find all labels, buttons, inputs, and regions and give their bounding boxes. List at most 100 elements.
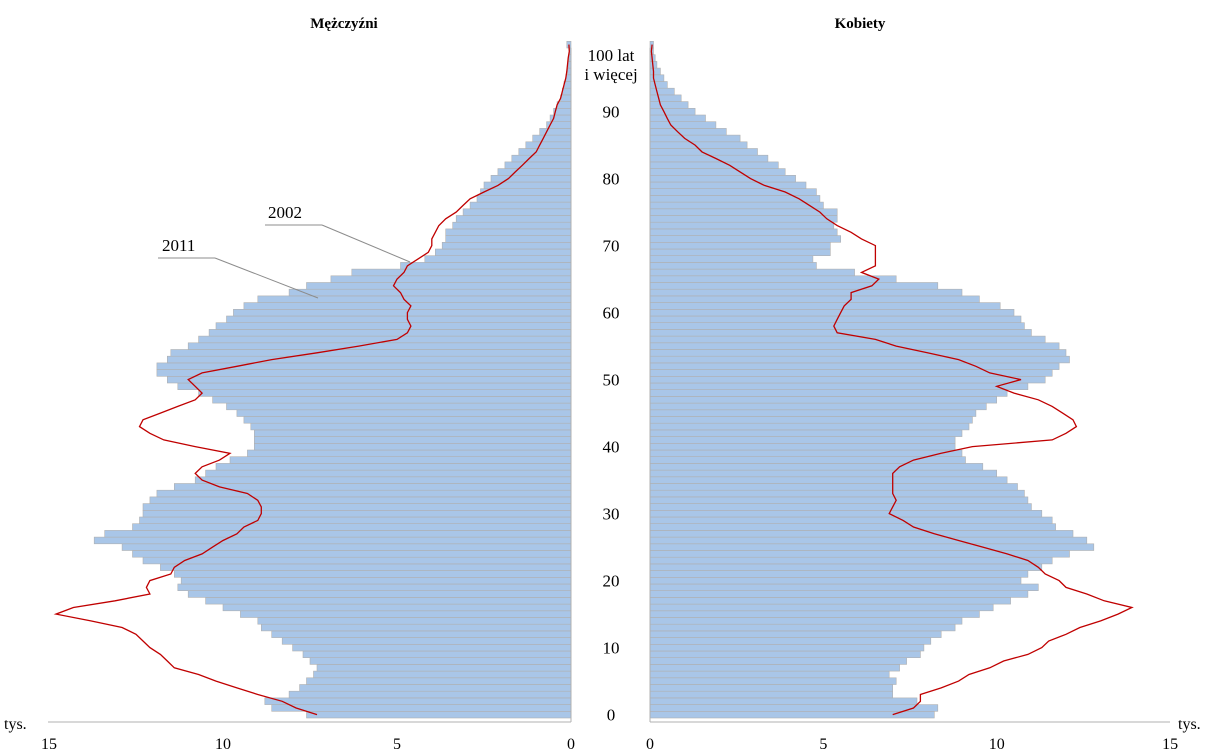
- women-bar-age-72: [649, 228, 838, 236]
- men-bar-age-25: [121, 543, 572, 551]
- men-bar-age-3: [288, 690, 572, 699]
- women-bar-age-94: [649, 81, 668, 89]
- women-bar-age-31: [649, 503, 1032, 511]
- women-bar-age-82: [649, 161, 779, 169]
- women-bar-age-71: [649, 235, 841, 243]
- women-bar-age-21: [649, 570, 1029, 578]
- women-bar-age-8: [649, 657, 907, 665]
- age-tick-20: 20: [603, 572, 620, 591]
- men-bar-age-92: [560, 94, 572, 102]
- women-bar-age-68: [649, 255, 814, 263]
- women-bar-age-86: [649, 134, 741, 143]
- women-bar-age-62: [649, 295, 980, 303]
- women-bar-age-11: [649, 637, 932, 645]
- women-bar-age-76: [649, 201, 824, 210]
- men-bar-age-62: [257, 295, 572, 303]
- men-bar-age-47: [212, 396, 572, 404]
- women-bar-age-43: [649, 422, 970, 431]
- women-bar-age-93: [649, 87, 675, 96]
- women-bar-age-18: [649, 590, 1029, 598]
- men-bar-age-31: [142, 503, 572, 511]
- men-bar-age-91: [556, 101, 572, 109]
- women-bar-age-70: [649, 242, 831, 250]
- left-x-ticks: 15 10 5 0: [41, 736, 575, 753]
- men-bar-age-9: [302, 650, 572, 658]
- men-bar-age-45: [236, 409, 572, 417]
- callout-2002-label: 2002: [268, 203, 302, 222]
- women-bar-age-95: [649, 74, 665, 82]
- men-bar-age-52: [156, 362, 572, 370]
- women-bar-age-63: [649, 288, 963, 297]
- women-bar-age-74: [649, 215, 838, 223]
- men-bar-age-82: [504, 161, 572, 169]
- men-bar-age-15: [240, 610, 572, 618]
- callout-2011-label: 2011: [162, 236, 195, 255]
- age-tick-50: 50: [603, 371, 620, 390]
- men-bar-age-55: [187, 342, 572, 350]
- women-bar-age-69: [649, 248, 831, 256]
- women-bar-age-35: [649, 476, 1008, 484]
- women-bar-age-6: [649, 670, 890, 679]
- men-bar-age-93: [561, 87, 572, 96]
- men-bar-age-38: [229, 456, 572, 464]
- men-bar-age-46: [226, 402, 572, 411]
- men-bar-age-66: [351, 268, 572, 277]
- men-bar-age-18: [187, 590, 572, 598]
- age-tick-90: 90: [603, 103, 620, 122]
- men-bar-age-57: [208, 329, 572, 337]
- women-bar-age-55: [649, 342, 1060, 350]
- men-bar-age-63: [288, 288, 572, 297]
- men-bar-age-14: [257, 617, 572, 625]
- men-bar-age-78: [480, 188, 572, 196]
- men-bar-age-72: [445, 228, 572, 236]
- men-bar-age-32: [149, 496, 572, 504]
- men-bar-age-67: [400, 262, 572, 270]
- women-bar-age-40: [649, 442, 956, 451]
- callout-2002-leader: [321, 224, 411, 263]
- men-bar-age-74: [455, 215, 572, 223]
- men-bar-age-60: [233, 308, 572, 317]
- men-bar-age-48: [198, 389, 572, 397]
- right-unit-label: tys.: [1178, 716, 1201, 733]
- men-bar-age-49: [177, 382, 572, 390]
- men-bar-age-81: [497, 168, 572, 176]
- men-bar-age-44: [243, 416, 572, 424]
- women-bar-age-65: [649, 275, 897, 283]
- age-tick-0: 0: [607, 706, 616, 725]
- men-2002-line: [53, 44, 570, 716]
- women-bar-age-34: [649, 483, 1018, 491]
- left-x-tick-0: 0: [567, 736, 575, 753]
- women-bar-age-13: [649, 623, 956, 632]
- women-bar-age-1: [649, 704, 939, 712]
- women-bar-age-45: [649, 409, 977, 417]
- age-tick-labels: 0 10 20 30 40 50 60 70 80 90: [603, 103, 620, 725]
- women-bar-age-19: [649, 583, 1039, 591]
- women-bar-age-53: [649, 355, 1070, 364]
- women-bar-age-66: [649, 268, 855, 277]
- men-bar-age-84: [518, 148, 572, 156]
- left-x-tick-5: 5: [393, 736, 401, 753]
- men-bar-age-43: [250, 422, 572, 431]
- men-bar-age-83: [511, 154, 572, 163]
- women-bar-age-5: [649, 677, 897, 685]
- women-bar-age-90: [649, 108, 696, 116]
- women-bar-age-67: [649, 262, 817, 270]
- women-bar-age-50: [649, 375, 1046, 384]
- women-bar-age-32: [649, 496, 1029, 504]
- age-tick-70: 70: [603, 237, 620, 256]
- men-bar-age-35: [194, 476, 572, 484]
- age-tick-40: 40: [603, 438, 620, 457]
- right-x-tick-5: 5: [819, 736, 827, 753]
- women-bar-age-64: [649, 282, 939, 290]
- right-panel-title: Kobiety: [835, 16, 886, 32]
- left-unit-label: tys.: [4, 716, 27, 733]
- women-bar-age-81: [649, 168, 786, 176]
- women-bar-age-48: [649, 389, 1008, 397]
- women-2002-line: [650, 44, 1134, 716]
- men-bar-age-30: [142, 509, 572, 518]
- right-x-tick-10: 10: [989, 736, 1005, 753]
- men-bar-age-27: [104, 530, 572, 538]
- women-bar-age-29: [649, 516, 1053, 524]
- men-bar-age-17: [205, 597, 572, 605]
- men-bar-age-87: [539, 128, 572, 136]
